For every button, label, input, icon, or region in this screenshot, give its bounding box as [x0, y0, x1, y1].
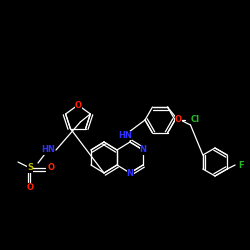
Text: O: O	[175, 114, 182, 124]
Text: HN: HN	[118, 130, 132, 140]
Text: S: S	[27, 164, 33, 172]
Text: O: O	[74, 100, 82, 110]
Text: Cl: Cl	[191, 116, 200, 124]
Text: N: N	[140, 146, 146, 154]
Text: HN: HN	[41, 146, 55, 154]
Text: O: O	[26, 184, 34, 192]
Text: F: F	[238, 160, 244, 170]
Text: N: N	[126, 168, 134, 177]
Text: O: O	[48, 164, 54, 172]
